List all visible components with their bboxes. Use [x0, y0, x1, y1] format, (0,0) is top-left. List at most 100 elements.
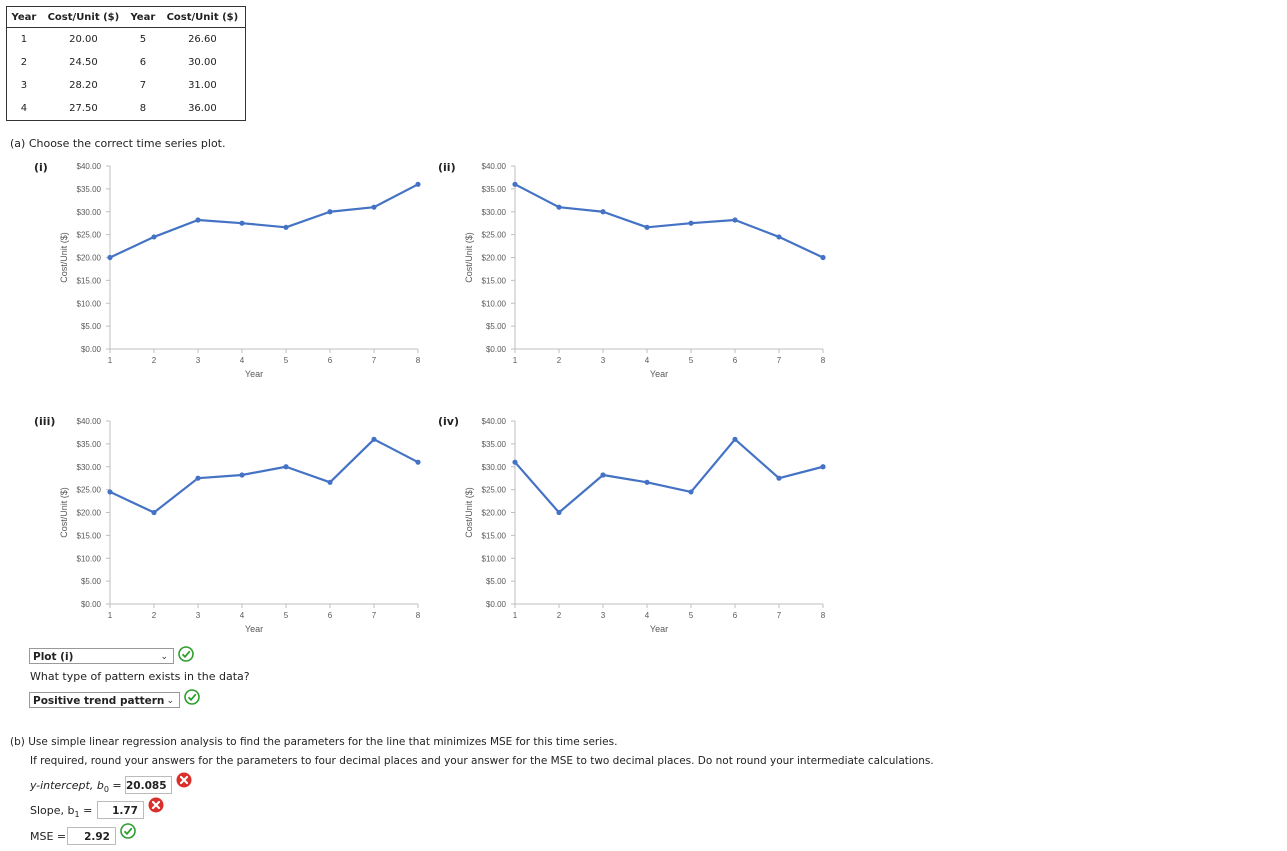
data-point: [556, 204, 562, 210]
x-tick-label: 8: [416, 611, 421, 620]
slope-input[interactable]: 1.77: [97, 801, 144, 819]
table-row: 4 27.50 8 36.00: [7, 97, 246, 121]
correct-check-icon: [178, 646, 194, 662]
data-point: [371, 204, 377, 210]
y-tick-label: $20.00: [482, 509, 507, 518]
x-tick-label: 7: [372, 611, 377, 620]
y-tick-label: $0.00: [81, 345, 102, 354]
header-year-1: Year: [6, 6, 41, 28]
data-table: Year Cost/Unit ($) Year Cost/Unit ($) 1 …: [6, 6, 246, 121]
x-tick-label: 2: [152, 356, 157, 365]
correct-check-icon: [120, 823, 136, 839]
data-point: [151, 234, 157, 240]
data-point: [820, 464, 826, 470]
pattern-question: What type of pattern exists in the data?: [30, 670, 250, 683]
x-tick-label: 2: [557, 356, 562, 365]
y-tick-label: $25.00: [77, 231, 102, 240]
x-tick-label: 1: [513, 611, 518, 620]
chevron-down-icon: ⌄: [166, 696, 174, 706]
plot-select[interactable]: Plot (i) ⌄: [29, 648, 174, 664]
x-tick-label: 7: [777, 356, 782, 365]
y-tick-label: $35.00: [482, 185, 507, 194]
x-tick-label: 6: [733, 611, 738, 620]
x-tick-label: 2: [557, 611, 562, 620]
x-tick-label: 3: [601, 356, 606, 365]
x-tick-label: 3: [196, 611, 201, 620]
table-cell: 26.60: [188, 34, 217, 45]
data-point: [415, 459, 421, 465]
y-tick-label: $40.00: [482, 162, 507, 171]
data-point: [644, 224, 650, 230]
header-year-2: Year: [125, 6, 160, 28]
table-cell: 31.00: [188, 80, 217, 91]
x-tick-label: 1: [513, 356, 518, 365]
table-cell: 36.00: [188, 103, 217, 114]
incorrect-x-icon: [148, 797, 164, 813]
data-point: [107, 489, 113, 495]
y-tick-label: $15.00: [482, 276, 507, 285]
data-point: [239, 472, 245, 478]
data-point: [107, 254, 113, 261]
mse-label: MSE =: [30, 830, 67, 843]
y-tick-label: $0.00: [81, 600, 102, 609]
data-point: [688, 220, 694, 226]
table-cell: 24.50: [69, 57, 98, 68]
data-point: [283, 224, 289, 230]
data-point: [776, 234, 782, 240]
table-row: 3 28.20 7 31.00: [7, 74, 246, 97]
x-tick-label: 6: [328, 611, 333, 620]
instructions-b: If required, round your answers for the …: [30, 755, 934, 767]
table-cell: 7: [139, 80, 147, 91]
series-line: [514, 438, 824, 514]
y-tick-label: $5.00: [486, 322, 507, 331]
y-tick-label: $25.00: [77, 486, 102, 495]
series-line: [109, 183, 419, 259]
series-line: [109, 438, 419, 514]
intercept-label: y-intercept, b0 =: [30, 779, 122, 795]
x-tick-label: 8: [416, 356, 421, 365]
y-tick-label: $5.00: [81, 322, 102, 331]
y-tick-label: $15.00: [77, 276, 102, 285]
x-axis-title: Year: [245, 624, 263, 634]
y-tick-label: $5.00: [81, 577, 102, 586]
table-cell: 6: [139, 57, 147, 68]
x-axis-title: Year: [650, 369, 668, 379]
table-cell: 1: [20, 34, 28, 45]
table-cell: 30.00: [188, 57, 217, 68]
y-tick-label: $0.00: [486, 345, 507, 354]
line-chart-i: $0.00 $5.00 $10.00 $15.00 $20.00 $25.00 $30.00…: [59, 162, 421, 379]
pattern-select-value: Positive trend pattern: [33, 695, 165, 707]
x-tick-label: 4: [645, 611, 650, 620]
y-axis-title: Cost/Unit ($): [59, 232, 69, 283]
data-point: [776, 475, 782, 481]
y-tick-label: $20.00: [77, 509, 102, 518]
question-b: (b) Use simple linear regression analysi…: [10, 736, 618, 748]
plot-label-iv: (iv): [438, 415, 459, 428]
table-row: 2 24.50 6 30.00: [7, 51, 246, 74]
x-tick-label: 3: [601, 611, 606, 620]
table-cell: 5: [139, 34, 147, 45]
x-tick-label: 1: [108, 611, 113, 620]
intercept-input[interactable]: 20.085: [125, 776, 172, 794]
line-chart-iii: $0.00 $5.00 $10.00 $15.00 $20.00 $25.00 $30.00…: [59, 417, 421, 634]
pattern-select[interactable]: Positive trend pattern ⌄: [29, 692, 180, 708]
chevron-down-icon: ⌄: [160, 652, 168, 662]
mse-input[interactable]: 2.92: [67, 827, 116, 845]
y-tick-label: $30.00: [482, 208, 507, 217]
y-tick-label: $30.00: [482, 463, 507, 472]
data-point: [371, 436, 377, 442]
y-tick-label: $20.00: [77, 254, 102, 263]
data-point: [512, 181, 518, 187]
x-axis-title: Year: [650, 624, 668, 634]
x-tick-label: 7: [777, 611, 782, 620]
slope-label-text: Slope, b: [30, 804, 75, 817]
x-tick-label: 2: [152, 611, 157, 620]
data-point: [327, 209, 333, 215]
y-tick-label: $35.00: [482, 440, 507, 449]
header-cost-1: Cost/Unit ($): [40, 6, 126, 28]
x-tick-label: 3: [196, 356, 201, 365]
y-tick-label: $40.00: [77, 162, 102, 171]
data-point: [732, 436, 738, 442]
table-cell: 8: [139, 103, 147, 114]
y-axis-title: Cost/Unit ($): [59, 487, 69, 538]
